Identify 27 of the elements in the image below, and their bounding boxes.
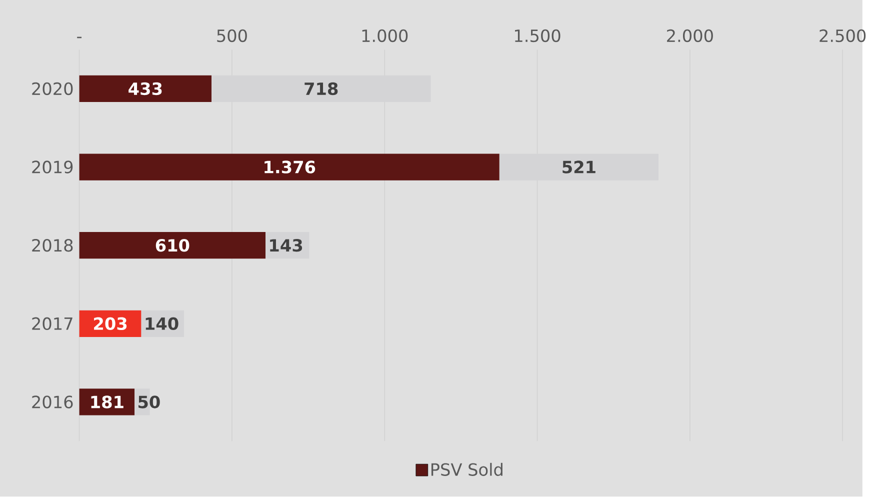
- bar: [79, 76, 212, 102]
- data-label: 1.376: [264, 160, 316, 174]
- data-label: 718: [304, 82, 338, 96]
- data-label: 203: [94, 317, 127, 330]
- data-label: 181: [91, 396, 124, 409]
- data-label: 143: [270, 239, 302, 252]
- bar: [212, 76, 431, 102]
- data-label: 50: [138, 396, 160, 409]
- data-label: 610: [156, 239, 190, 252]
- y-tick-label: 2017: [32, 317, 72, 330]
- y-tick-label: 2020: [32, 82, 73, 96]
- y-tick-label: 2019: [32, 160, 73, 174]
- data-label: 521: [562, 160, 596, 174]
- bar: [79, 232, 266, 259]
- bar: [499, 154, 658, 181]
- legend-label: PSV Sold: [431, 463, 502, 476]
- x-tick-label: 1.000: [362, 30, 408, 42]
- data-label: 433: [128, 82, 162, 96]
- x-tick-label: 2.500: [820, 30, 866, 42]
- x-tick-label: -: [77, 37, 82, 38]
- x-tick-label: 500: [217, 30, 247, 42]
- x-tick-label: 1.500: [515, 30, 560, 42]
- x-tick-label: 2.000: [667, 30, 713, 42]
- data-label: 140: [146, 317, 178, 330]
- y-tick-label: 2016: [32, 396, 73, 409]
- y-tick-label: 2018: [32, 239, 73, 252]
- bar: [79, 154, 500, 181]
